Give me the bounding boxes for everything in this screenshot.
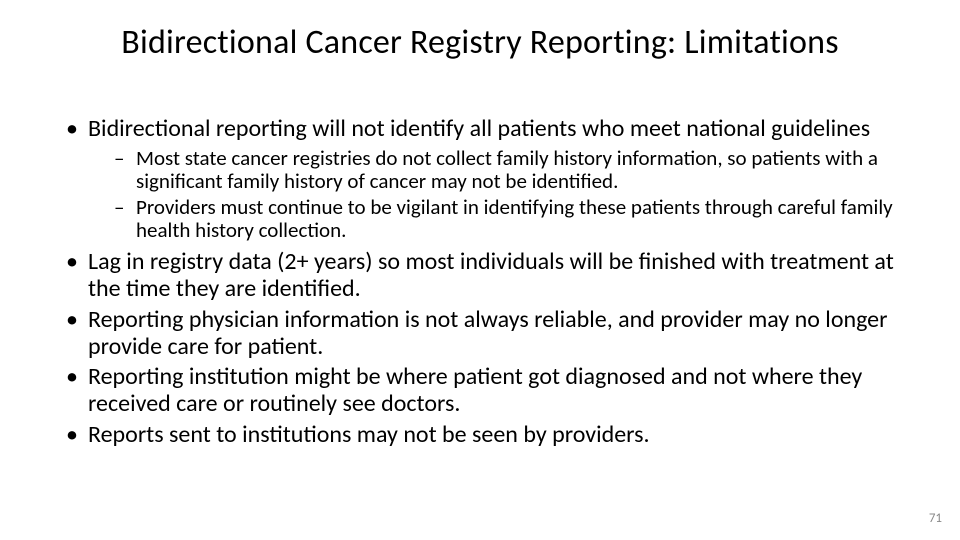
list-item: Lag in registry data (2+ years) so most …: [62, 249, 898, 303]
sub-list-item: Most state cancer registries do not coll…: [114, 147, 898, 194]
list-item-text: Lag in registry data (2+ years) so most …: [88, 247, 894, 303]
sub-list-item: Providers must continue to be vigilant i…: [114, 196, 898, 243]
slide: { "title": "Bidirectional Cancer Registr…: [0, 0, 960, 540]
sub-list-item-text: Most state cancer registries do not coll…: [136, 145, 878, 195]
list-item-text: Reporting physician information is not a…: [88, 305, 888, 361]
list-item-text: Bidirectional reporting will not identif…: [88, 114, 870, 143]
list-item: Reporting institution might be where pat…: [62, 364, 898, 418]
list-item: Bidirectional reporting will not identif…: [62, 116, 898, 243]
slide-title: Bidirectional Cancer Registry Reporting:…: [0, 22, 960, 63]
slide-body: Bidirectional reporting will not identif…: [62, 116, 898, 453]
page-number: 71: [929, 511, 942, 526]
list-item-text: Reporting institution might be where pat…: [88, 362, 862, 418]
sub-bullet-list: Most state cancer registries do not coll…: [88, 147, 898, 243]
list-item: Reports sent to institutions may not be …: [62, 422, 898, 449]
sub-list-item-text: Providers must continue to be vigilant i…: [136, 194, 893, 244]
bullet-list: Bidirectional reporting will not identif…: [62, 116, 898, 449]
list-item-text: Reports sent to institutions may not be …: [88, 420, 650, 449]
list-item: Reporting physician information is not a…: [62, 307, 898, 361]
